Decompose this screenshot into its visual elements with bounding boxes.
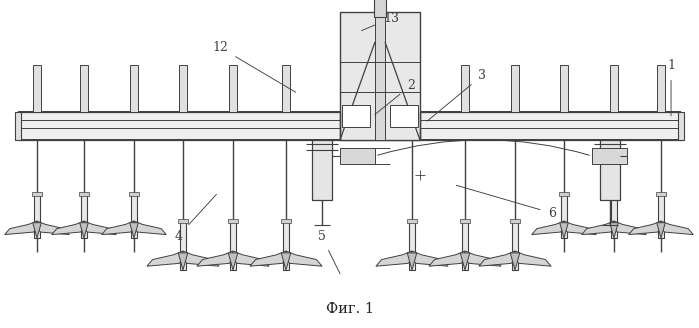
Bar	[228, 218, 238, 223]
Bar	[592, 148, 627, 164]
Polygon shape	[147, 251, 183, 266]
Text: 13: 13	[361, 11, 399, 31]
Bar	[512, 221, 518, 270]
Polygon shape	[33, 223, 41, 238]
Bar	[656, 192, 665, 196]
Bar	[179, 65, 187, 112]
Bar	[409, 221, 415, 270]
Polygon shape	[80, 223, 88, 238]
Bar	[340, 148, 375, 164]
Bar	[600, 140, 620, 200]
Bar	[312, 140, 332, 200]
Polygon shape	[52, 221, 84, 235]
Polygon shape	[465, 251, 501, 266]
Polygon shape	[183, 251, 219, 266]
Text: 12: 12	[212, 41, 296, 92]
Polygon shape	[614, 221, 647, 235]
Bar	[462, 221, 468, 270]
Bar	[33, 65, 41, 112]
Bar	[82, 194, 87, 238]
Polygon shape	[229, 253, 238, 270]
Bar	[375, 12, 385, 140]
Polygon shape	[515, 251, 551, 266]
Polygon shape	[197, 251, 233, 266]
Polygon shape	[178, 253, 188, 270]
Polygon shape	[233, 251, 269, 266]
Bar	[374, 0, 386, 17]
Text: 5: 5	[317, 230, 340, 274]
Bar	[129, 192, 138, 196]
Polygon shape	[250, 251, 286, 266]
Text: 4: 4	[174, 195, 217, 243]
Polygon shape	[460, 253, 470, 270]
Bar	[130, 65, 138, 112]
Bar	[32, 192, 41, 196]
Polygon shape	[479, 251, 515, 266]
Bar	[80, 65, 88, 112]
Bar	[461, 65, 469, 112]
Bar	[18, 112, 681, 140]
Polygon shape	[582, 221, 614, 235]
Bar	[178, 218, 188, 223]
Text: 6: 6	[456, 185, 556, 220]
Text: 1: 1	[667, 59, 675, 116]
Bar	[610, 65, 618, 112]
Text: 3: 3	[427, 69, 487, 121]
Bar	[510, 218, 520, 223]
Polygon shape	[84, 221, 116, 235]
Polygon shape	[37, 221, 69, 235]
Polygon shape	[657, 223, 665, 238]
Polygon shape	[661, 221, 693, 235]
Bar	[460, 218, 470, 223]
Bar	[230, 221, 236, 270]
Bar	[80, 192, 89, 196]
Bar	[283, 221, 289, 270]
Polygon shape	[628, 221, 661, 235]
Polygon shape	[134, 221, 166, 235]
Text: 2: 2	[375, 79, 415, 114]
Bar	[658, 194, 663, 238]
Bar	[511, 65, 519, 112]
Polygon shape	[610, 223, 618, 238]
Polygon shape	[130, 223, 138, 238]
Bar	[408, 65, 416, 112]
Bar	[407, 218, 417, 223]
Bar	[561, 194, 567, 238]
Bar	[282, 65, 290, 112]
Polygon shape	[286, 251, 322, 266]
Text: Фиг. 1: Фиг. 1	[326, 302, 373, 316]
Polygon shape	[560, 223, 568, 238]
Bar	[390, 105, 418, 127]
Bar	[229, 65, 237, 112]
Bar	[657, 65, 665, 112]
Polygon shape	[510, 253, 520, 270]
Bar	[34, 194, 40, 238]
Polygon shape	[408, 253, 417, 270]
Bar	[180, 221, 186, 270]
Bar	[559, 192, 568, 196]
Polygon shape	[412, 251, 448, 266]
Polygon shape	[429, 251, 465, 266]
Polygon shape	[376, 251, 412, 266]
Bar	[15, 112, 21, 140]
Bar	[131, 194, 136, 238]
Polygon shape	[281, 253, 291, 270]
Bar	[612, 194, 617, 238]
Bar	[281, 218, 291, 223]
Bar	[340, 12, 420, 140]
Polygon shape	[532, 221, 564, 235]
Bar	[560, 65, 568, 112]
Polygon shape	[5, 221, 37, 235]
Polygon shape	[101, 221, 134, 235]
Bar	[342, 105, 370, 127]
Polygon shape	[564, 221, 596, 235]
Bar	[678, 112, 684, 140]
Bar	[610, 192, 619, 196]
